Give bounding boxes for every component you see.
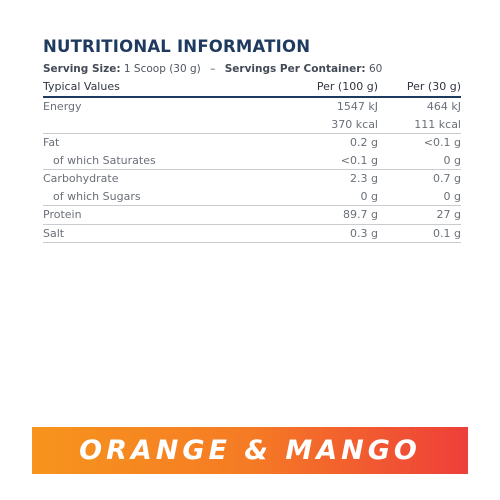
row-label: of which Sugars bbox=[53, 189, 141, 203]
header-per-30g: Per (30 g) bbox=[378, 78, 461, 98]
header-per-100g: Per (100 g) bbox=[273, 78, 378, 98]
serving-size-value: 1 Scoop (30 g) bbox=[123, 63, 201, 75]
row-value-per-30g: 464 kJ bbox=[426, 100, 461, 113]
row-label: Fat bbox=[43, 133, 273, 152]
table-row-saturates: of which Saturates <0.1 g 0 g bbox=[43, 152, 461, 170]
row-label: of which Saturates bbox=[53, 153, 156, 167]
row-value-per-100g: 89.7 g bbox=[273, 205, 378, 224]
servings-per-container-value: 60 bbox=[368, 63, 383, 75]
table-row-salt: Salt 0.3 g 0.1 g bbox=[43, 223, 461, 243]
row-value-per-100g: 2.3 g bbox=[273, 169, 378, 188]
row-label: Carbohydrate bbox=[43, 169, 273, 188]
row-value-per-30g: 27 g bbox=[378, 205, 461, 224]
table-row-protein: Protein 89.7 g 27 g bbox=[43, 205, 461, 224]
row-value-per-100g: 0.2 g bbox=[273, 133, 378, 152]
serving-separator: – bbox=[210, 63, 216, 75]
flavour-label: ORANGE & MANGO bbox=[79, 435, 421, 466]
row-value-per-30g: <0.1 g bbox=[378, 133, 461, 152]
row-label: Protein bbox=[43, 205, 273, 224]
serving-info: Serving Size: 1 Scoop (30 g) – Servings … bbox=[43, 60, 461, 78]
row-value-per-30g: 0.7 g bbox=[378, 169, 461, 188]
row-value-per-100g: 1547 kJ bbox=[336, 100, 378, 113]
table-header-row: Typical Values Per (100 g) Per (30 g) bbox=[43, 78, 461, 98]
row-value-per-100g: 370 kcal bbox=[331, 117, 378, 131]
table-row-energy-kcal: 370 kcal 111 kcal bbox=[43, 116, 461, 134]
row-label bbox=[43, 116, 273, 134]
serving-size-label: Serving Size: bbox=[43, 63, 121, 75]
table-row-sugars: of which Sugars 0 g 0 g bbox=[43, 188, 461, 206]
header-typical-values: Typical Values bbox=[43, 78, 273, 98]
row-value-per-30g: 0 g bbox=[443, 189, 461, 203]
table-row-carbohydrate: Carbohydrate 2.3 g 0.7 g bbox=[43, 169, 461, 188]
row-label: Energy bbox=[43, 100, 82, 113]
row-value-per-30g: 0.1 g bbox=[378, 223, 461, 243]
table-row-fat: Fat 0.2 g <0.1 g bbox=[43, 133, 461, 152]
row-value-per-30g: 0 g bbox=[443, 153, 461, 167]
nutrition-panel: NUTRITIONAL INFORMATION Serving Size: 1 … bbox=[43, 36, 461, 243]
nutrition-table: Typical Values Per (100 g) Per (30 g) En… bbox=[43, 78, 461, 243]
page-title: NUTRITIONAL INFORMATION bbox=[43, 37, 311, 56]
table-row-energy-kj: Energy 1547 kJ 464 kJ bbox=[43, 97, 461, 116]
row-value-per-30g: 111 kcal bbox=[414, 117, 461, 131]
row-value-per-100g: 0.3 g bbox=[273, 223, 378, 243]
row-value-per-100g: 0 g bbox=[360, 189, 378, 203]
row-label: Salt bbox=[43, 223, 273, 243]
row-value-per-100g: <0.1 g bbox=[340, 153, 378, 167]
flavour-banner: ORANGE & MANGO bbox=[32, 427, 468, 474]
servings-per-container-label: Servings Per Container: bbox=[224, 63, 366, 75]
